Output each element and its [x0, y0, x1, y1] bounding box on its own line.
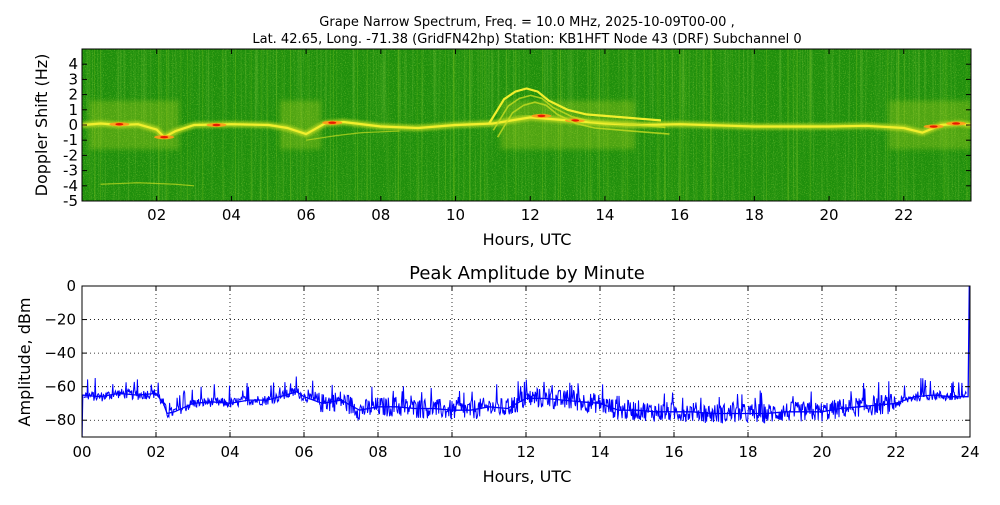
spectrogram-y-tick-label: 1: [68, 101, 78, 119]
amplitude-panel: Peak Amplitude by Minute 00 02 04 06 08 10 12 1…: [15, 263, 980, 486]
amplitude-x-tick-label: 08: [368, 443, 387, 461]
secondary-trace: [100, 182, 195, 187]
figure-title-line-2: Lat. 42.65, Long. -71.38 (GridFN42hp) St…: [252, 32, 801, 47]
spectrogram-y-tick-label: 4: [68, 55, 78, 73]
amplitude-x-tick-label: 00: [72, 443, 91, 461]
spectrogram-peak-spot: [328, 121, 337, 124]
spectrogram-x-tick-label: 16: [670, 206, 689, 224]
spectrogram-x-tick-label: 20: [820, 206, 839, 224]
amplitude-x-tick-label: 04: [220, 443, 239, 461]
amplitude-y-axis-label: Amplitude, dBm: [15, 298, 34, 427]
spectrogram-peak-spot: [537, 114, 546, 118]
amplitude-x-tick-label: 12: [516, 443, 535, 461]
amplitude-y-tick-label: −40: [44, 344, 76, 362]
spectrogram-peak-spot: [952, 122, 961, 125]
amplitude-x-tick-label: 24: [960, 443, 979, 461]
amplitude-x-tick-label: 10: [442, 443, 461, 461]
amplitude-x-tick-label: 06: [294, 443, 313, 461]
spectrogram-x-tick-label: 06: [297, 206, 316, 224]
spectrogram-x-tick-label: 04: [222, 206, 241, 224]
amplitude-ticks: 00 02 04 06 08 10 12 14 16 18 20 22 24 0 −20 −40 −60 −80: [44, 277, 979, 461]
doppler-arc-trace: [488, 87, 662, 125]
spectrogram-y-tick-label: 0: [68, 116, 78, 134]
spectrogram-peak-spot: [115, 123, 124, 126]
doppler-arc-trace: [496, 101, 670, 138]
amplitude-x-axis-label: Hours, UTC: [483, 467, 572, 486]
amplitude-x-tick-label: 20: [812, 443, 831, 461]
spectrogram-peak-spot: [571, 119, 580, 122]
spectrogram-x-tick-label: 18: [745, 206, 764, 224]
amplitude-y-tick-label: −80: [44, 411, 76, 429]
spectrogram-peak-spot: [160, 135, 169, 139]
spectrogram-y-tick-label: 3: [68, 70, 78, 88]
amplitude-y-tick-label: 0: [66, 277, 76, 295]
spectrogram-y-tick-label: -1: [63, 131, 78, 149]
amplitude-x-tick-label: 16: [664, 443, 683, 461]
amplitude-chart-title: Peak Amplitude by Minute: [409, 263, 645, 284]
spectrogram-peak-spot: [929, 125, 938, 128]
amplitude-y-tick-label: −60: [44, 378, 76, 396]
doppler-arc-trace: [492, 94, 666, 131]
spectrogram-x-tick-label: 12: [521, 206, 540, 224]
spectrogram-y-tick-label: -5: [63, 192, 78, 210]
spectrogram-y-tick-label: 2: [68, 86, 78, 104]
spectrogram-y-tick-label: -4: [63, 177, 78, 195]
amplitude-x-tick-label: 22: [886, 443, 905, 461]
amplitude-x-tick-label: 02: [146, 443, 165, 461]
spectrogram-x-tick-label: 10: [446, 206, 465, 224]
spectrogram-x-tick-label: 14: [595, 206, 614, 224]
secondary-trace: [306, 130, 400, 141]
figure-title-line-1: Grape Narrow Spectrum, Freq. = 10.0 MHz,…: [319, 15, 734, 30]
amplitude-x-tick-label: 14: [590, 443, 609, 461]
amplitude-y-tick-label: −20: [44, 311, 76, 329]
spectrogram-y-axis-label: Doppler Shift (Hz): [32, 54, 51, 197]
spectrogram-x-tick-label: 02: [147, 206, 166, 224]
spectrogram-features: [82, 49, 971, 201]
spectrogram-y-tick-label: -3: [63, 162, 78, 180]
spectrogram-x-tick-label: 08: [371, 206, 390, 224]
spectrogram-peak-spot: [212, 123, 221, 127]
amplitude-x-tick-label: 18: [738, 443, 757, 461]
spectrogram-x-axis-label: Hours, UTC: [483, 230, 572, 249]
spectrogram-x-tick-label: 22: [894, 206, 913, 224]
spectrogram-y-tick-label: -2: [63, 146, 78, 164]
amplitude-series-spikes: [83, 376, 967, 424]
